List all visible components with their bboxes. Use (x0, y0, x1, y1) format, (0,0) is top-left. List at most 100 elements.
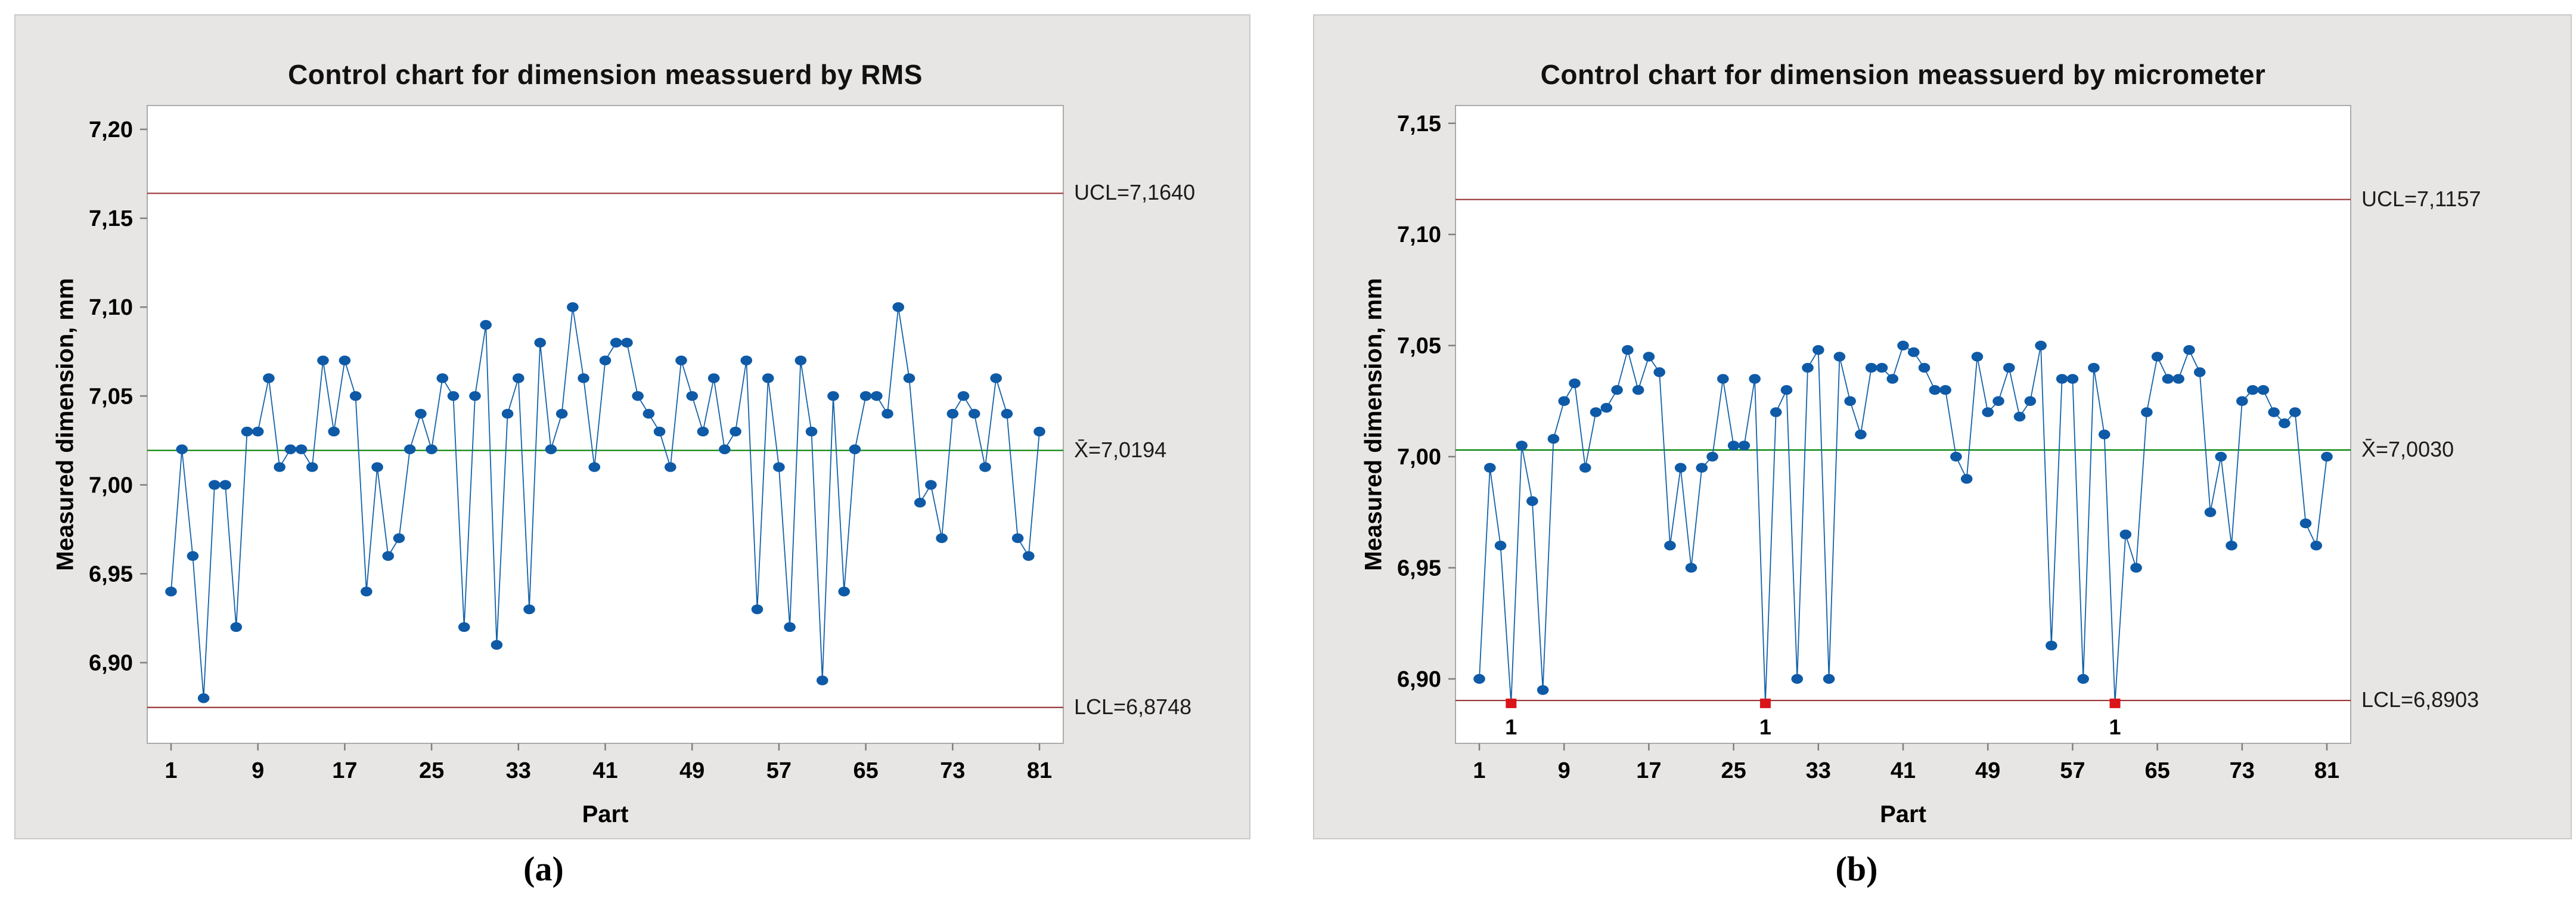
control-chart-panel-a: Control chart for dimension meassuerd by… (14, 14, 1250, 839)
chart-a-center-label: X̄=7,0194 (1074, 437, 1167, 462)
data-point (859, 391, 872, 401)
data-point (1632, 385, 1644, 395)
data-point (1918, 362, 1931, 373)
data-point (2193, 367, 2206, 377)
data-point (567, 302, 579, 312)
data-point (523, 604, 535, 615)
data-point (643, 408, 655, 419)
data-point (925, 480, 937, 490)
data-point (295, 444, 308, 454)
data-point (2141, 407, 2153, 417)
x-tick-label: 25 (1721, 758, 1746, 783)
x-tick-label: 73 (2230, 758, 2255, 783)
data-point (219, 480, 231, 490)
data-point (675, 355, 687, 365)
data-point (252, 426, 264, 437)
data-point (436, 373, 449, 383)
data-point (513, 373, 524, 383)
data-point (1547, 434, 1560, 444)
data-point (2279, 418, 2291, 429)
out-of-control-flag-label: 1 (1505, 715, 1517, 739)
out-of-control-flag-label: 1 (1759, 715, 1771, 739)
figure-caption-b: (b) (1835, 849, 1878, 888)
x-tick-label: 57 (2060, 758, 2085, 783)
data-point (621, 337, 633, 348)
data-point (1653, 367, 1665, 377)
data-point (664, 462, 676, 472)
data-point (1992, 396, 2004, 407)
data-point (1706, 451, 1718, 462)
data-point (1812, 345, 1824, 355)
data-point (404, 444, 416, 454)
data-point (2268, 407, 2280, 417)
data-point (1738, 441, 1751, 451)
data-point (2310, 540, 2323, 551)
data-point (599, 355, 612, 365)
chart-a-x-axis-title: Part (582, 801, 629, 827)
data-point (1473, 674, 1485, 684)
y-tick-label: 6,95 (89, 562, 133, 587)
y-tick-label: 6,90 (1397, 667, 1441, 692)
x-tick-label: 41 (1891, 758, 1916, 783)
data-point (2046, 640, 2057, 651)
plot-area (1455, 105, 2351, 744)
chart-b-x-axis-title: Part (1880, 801, 1926, 827)
data-point (2056, 374, 2068, 384)
data-point (361, 587, 373, 597)
data-point (1022, 551, 1035, 561)
data-point (165, 587, 177, 597)
data-point (1537, 685, 1549, 695)
data-point (903, 373, 915, 383)
data-point (1696, 463, 1708, 473)
data-point (480, 320, 492, 330)
data-point (697, 426, 709, 437)
data-point (1579, 463, 1591, 473)
y-tick-label: 7,00 (89, 473, 133, 498)
data-point (1717, 374, 1729, 384)
data-point (1939, 385, 1951, 395)
data-point (1950, 451, 1962, 462)
data-point (816, 675, 828, 686)
y-tick-label: 6,90 (89, 651, 133, 676)
data-point (1516, 441, 1528, 451)
data-point (1802, 362, 1814, 373)
x-tick-label: 81 (1027, 758, 1052, 783)
data-point (2088, 362, 2100, 373)
x-tick-label: 73 (940, 758, 965, 783)
data-point (740, 355, 753, 365)
data-point (2321, 451, 2333, 462)
data-point (882, 408, 893, 419)
y-tick-label: 7,15 (1397, 111, 1441, 137)
data-point (1897, 340, 1909, 351)
data-point (578, 373, 589, 383)
data-point (1600, 402, 1613, 413)
data-point (371, 462, 383, 472)
data-point (187, 551, 199, 561)
data-point (990, 373, 1002, 383)
data-point (2130, 563, 2142, 573)
data-point (2098, 429, 2111, 439)
data-point (730, 426, 741, 437)
chart-a-plot: 7,20 7,15 7,10 7,05 7,00 6,95 6,90 1 9 17 25 33 41 49… (89, 105, 1064, 783)
x-tick-label: 9 (252, 758, 264, 783)
data-point (1971, 352, 1984, 362)
data-point (458, 622, 470, 632)
data-point (1929, 385, 1941, 395)
data-point (707, 373, 720, 383)
data-point (274, 462, 285, 472)
data-point (2035, 340, 2047, 351)
y-tick-label: 7,15 (89, 206, 133, 231)
data-point (1033, 426, 1045, 437)
y-tick-label: 7,00 (1397, 445, 1441, 470)
data-point (306, 462, 318, 472)
data-point (2003, 362, 2015, 373)
data-point (263, 373, 275, 383)
x-tick-label: 41 (592, 758, 617, 783)
chart-b-lcl-label: LCL=6,8903 (2361, 687, 2479, 712)
data-point (317, 355, 329, 365)
data-point (491, 640, 503, 650)
data-point (1960, 474, 1973, 484)
data-point (1876, 362, 1888, 373)
data-point (197, 693, 210, 703)
data-point (1844, 396, 1856, 407)
